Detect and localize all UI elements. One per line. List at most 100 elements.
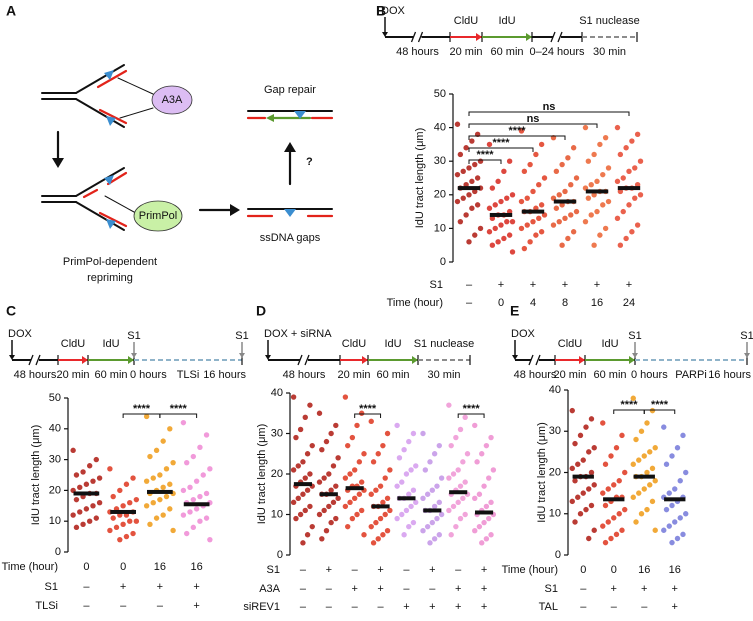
data-point [316, 479, 323, 485]
data-point [316, 410, 323, 416]
data-point [455, 467, 461, 473]
data-point [120, 521, 126, 527]
data-point [509, 249, 516, 255]
data-point [602, 461, 609, 467]
row-label: 16 [591, 297, 603, 309]
timeline-label: S1 nuclease [414, 338, 475, 350]
timeline-arrowhead [9, 355, 15, 360]
data-point [349, 515, 356, 522]
data-point [110, 515, 116, 521]
data-point [77, 509, 83, 515]
median-bar [183, 502, 210, 507]
median-bar [664, 497, 686, 502]
data-point [472, 528, 478, 534]
timeline-label: CldU [61, 338, 86, 350]
data-point [474, 202, 481, 208]
timeline-arrowhead [476, 33, 482, 41]
data-point [180, 487, 187, 494]
timeline-break [535, 354, 541, 366]
data-point [110, 493, 116, 500]
timeline-label: TLSi [177, 369, 200, 381]
data-point [619, 432, 625, 439]
data-point [486, 475, 492, 481]
data-point [583, 506, 589, 513]
data-point [375, 536, 381, 542]
data-point [489, 242, 496, 248]
median-bar [345, 486, 364, 491]
row-label: – [455, 564, 462, 576]
timeline-arrowhead [579, 356, 585, 364]
timeline-label: 60 min [376, 369, 409, 381]
data-point [457, 151, 464, 158]
data-point [469, 138, 475, 144]
data-point [420, 528, 426, 534]
data-point [495, 178, 501, 185]
y-tick-label: 20 [549, 466, 561, 478]
timeline-break [410, 31, 417, 43]
data-point [541, 175, 548, 181]
data-point [630, 461, 636, 467]
significance-bracket [643, 409, 676, 414]
data-point [197, 518, 203, 524]
significance-bracket [468, 147, 534, 152]
row-label: – [466, 297, 473, 309]
timeline-label: 48 hours [514, 369, 557, 381]
median-bar [603, 497, 625, 502]
data-point [661, 424, 667, 430]
y-tick-label: 40 [434, 122, 446, 134]
data-point [160, 438, 166, 444]
data-point [663, 506, 670, 513]
data-point [488, 499, 494, 506]
row-label: + [562, 279, 568, 291]
significance-label: **** [476, 149, 494, 161]
data-point [585, 195, 592, 201]
data-point [96, 500, 103, 506]
y-tick-label: 10 [49, 515, 61, 527]
data-point [616, 511, 622, 517]
data-point [600, 171, 606, 178]
row-label: – [403, 564, 410, 576]
row-label: – [352, 601, 359, 613]
data-point [553, 168, 560, 174]
data-point [466, 165, 472, 171]
data-point [408, 503, 414, 510]
median-bar [521, 209, 545, 214]
gap-repair-label: Gap repair [264, 84, 316, 96]
timeline-label: S1 nuclease [579, 15, 640, 27]
median-bar [617, 186, 641, 191]
row-label: + [377, 564, 383, 576]
significance-bracket [468, 123, 598, 128]
row-label: – [466, 279, 473, 291]
row-label: + [455, 583, 461, 595]
row-label: + [455, 601, 461, 613]
data-point [333, 515, 339, 522]
data-point [457, 426, 464, 433]
data-point [326, 503, 332, 510]
timeline-label: S1 [740, 330, 753, 342]
data-point [293, 515, 299, 522]
data-point [669, 453, 675, 459]
data-point [130, 530, 136, 537]
timeline-break [28, 354, 34, 366]
data-point [674, 535, 681, 542]
data-point [342, 503, 349, 510]
data-point [569, 498, 575, 505]
data-point [506, 158, 513, 164]
data-point [602, 134, 609, 141]
median-bar [371, 504, 390, 509]
timeline-label: S1 [628, 330, 641, 342]
y-tick-label: 10 [549, 508, 561, 520]
data-point [133, 496, 140, 503]
median-bar [293, 482, 312, 487]
row-label: 4 [530, 297, 536, 309]
data-point [157, 496, 163, 503]
row-label: 0 [83, 561, 89, 573]
row-label: + [672, 583, 678, 595]
y-axis-label: IdU tract length (μm) [414, 128, 426, 228]
data-point [300, 491, 306, 497]
y-tick-label: 30 [271, 427, 283, 439]
data-point [644, 420, 650, 426]
data-point [472, 188, 478, 195]
panel-label: C [6, 303, 16, 319]
data-point [594, 178, 600, 185]
